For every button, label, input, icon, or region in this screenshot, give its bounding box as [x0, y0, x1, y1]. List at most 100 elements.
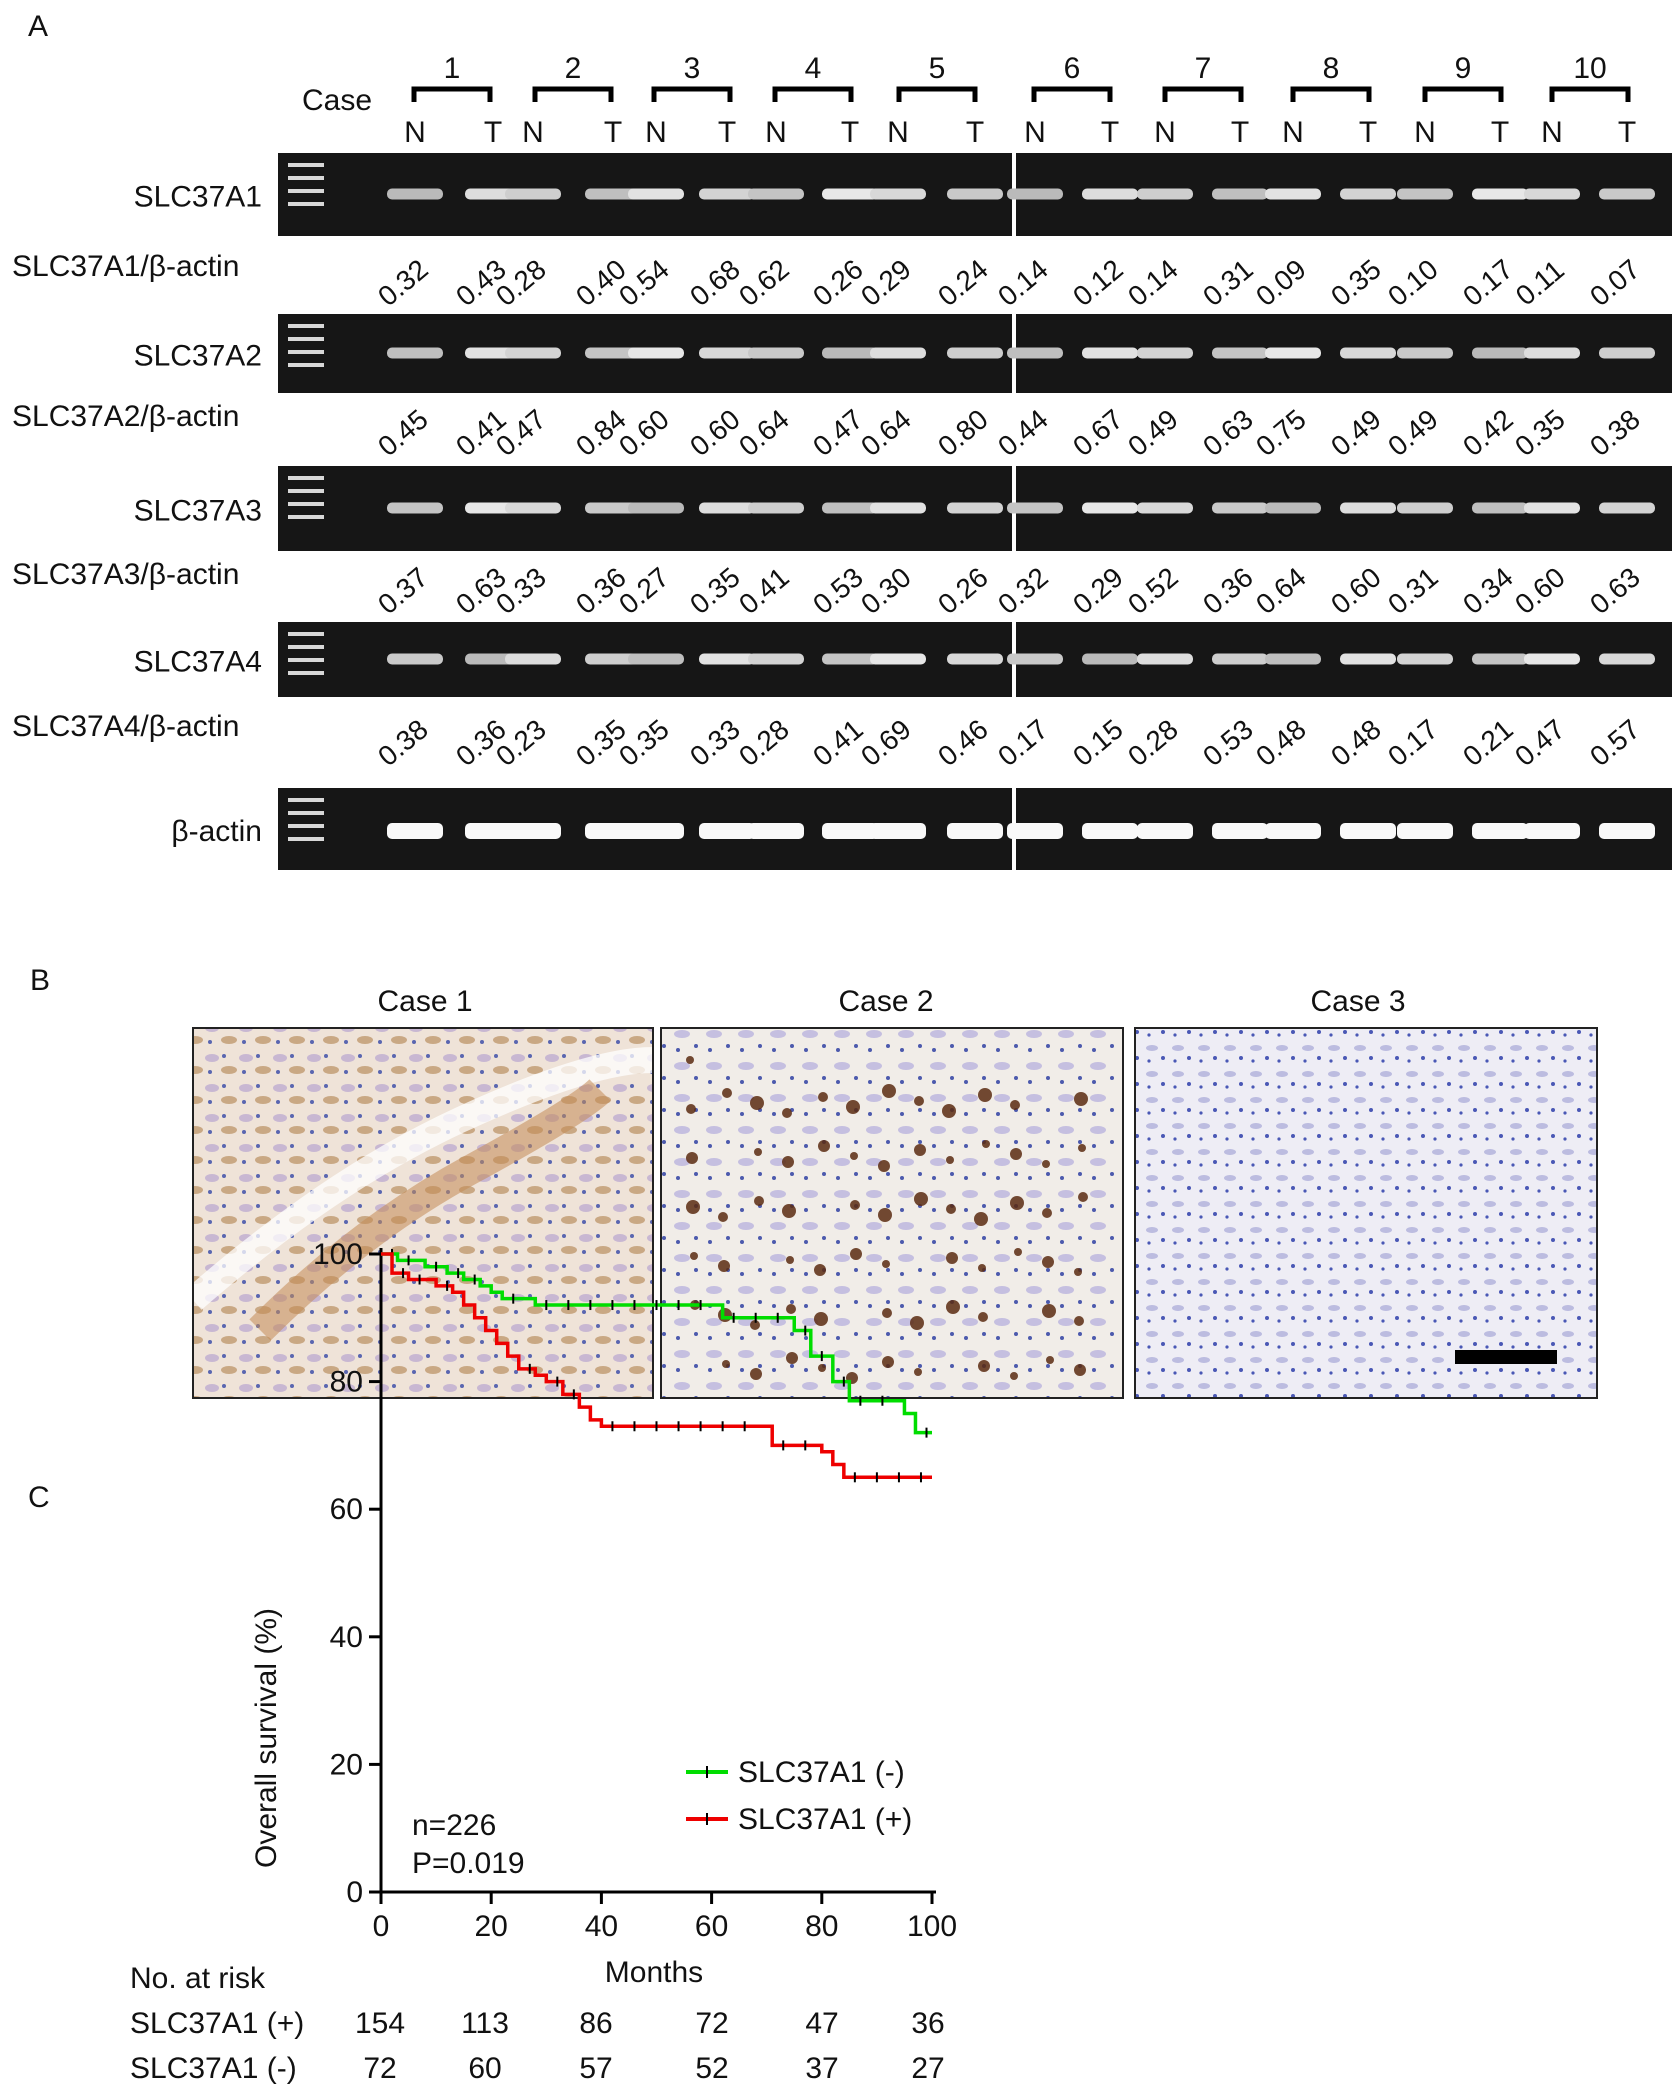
gel-band — [585, 188, 641, 200]
ratio-value: 0.60 — [1325, 561, 1387, 620]
stain-granule — [1074, 1316, 1084, 1326]
ratio-value: 0.64 — [1250, 561, 1312, 620]
ladder-band — [288, 337, 324, 341]
lane-label-n: N — [765, 116, 787, 149]
stain-granule — [878, 1160, 890, 1172]
gene-label: SLC37A1 — [134, 181, 262, 214]
case-bracket — [532, 86, 614, 102]
stain-granule — [946, 1156, 954, 1164]
ratio-value: 0.17 — [1382, 713, 1444, 772]
stain-granule — [914, 1144, 926, 1156]
gel-band — [1524, 653, 1580, 665]
ratio-value: 0.34 — [1457, 561, 1519, 620]
scale-bar — [1455, 1350, 1557, 1364]
ratio-value: 0.38 — [1584, 403, 1646, 462]
case-number: 9 — [1455, 52, 1472, 85]
stain-granule — [882, 1308, 892, 1318]
gel-band — [505, 188, 561, 200]
legend-label: SLC37A1 (-) — [738, 1756, 905, 1789]
ratio-value: 0.67 — [1067, 403, 1129, 462]
lane-label-t: T — [1491, 116, 1509, 149]
risk-value: 52 — [695, 2052, 728, 2085]
gene-label: SLC37A2 — [134, 340, 262, 373]
gel-band — [947, 653, 1003, 665]
risk-value: 154 — [355, 2007, 405, 2040]
ratio-value: 0.57 — [1584, 713, 1646, 772]
ratio-value: 0.37 — [372, 561, 434, 620]
stain-granule — [750, 1320, 760, 1330]
risk-value: 27 — [911, 2052, 944, 2085]
km-curve — [381, 1252, 932, 1480]
stain-granule — [910, 1316, 924, 1330]
stain-granule — [946, 1204, 956, 1214]
risk-value: 47 — [805, 2007, 838, 2040]
gel-band — [748, 653, 804, 665]
lane-label-n: N — [522, 116, 544, 149]
gel-band — [505, 653, 561, 665]
ratio-value: 0.47 — [807, 403, 869, 462]
ratio-value: 0.07 — [1584, 253, 1646, 312]
ladder-band — [288, 324, 324, 328]
risk-value: 86 — [579, 2007, 612, 2040]
lane-label-n: N — [645, 116, 667, 149]
gel-band — [870, 347, 926, 359]
x-tick-label: 40 — [585, 1910, 618, 1943]
ratio-value: 0.41 — [733, 561, 795, 620]
lane-label-t: T — [1101, 116, 1119, 149]
gel-band — [1397, 502, 1453, 514]
gel-band — [1007, 347, 1063, 359]
ratio-value: 0.14 — [1122, 253, 1184, 312]
ratio-value: 0.35 — [613, 713, 675, 772]
ratio-value: 0.32 — [992, 561, 1054, 620]
stain-granule — [782, 1108, 792, 1118]
risk-value: 60 — [468, 2052, 501, 2085]
case-bracket — [651, 86, 733, 102]
gel-band — [1340, 823, 1396, 839]
gel-band — [1137, 823, 1193, 839]
gel-band — [387, 347, 443, 359]
ladder-band — [288, 798, 324, 802]
ratio-value: 0.60 — [684, 403, 746, 462]
stain-granule — [754, 1196, 764, 1206]
gel-band — [628, 823, 684, 839]
gel-band — [1340, 188, 1396, 200]
gel-band — [1007, 653, 1063, 665]
ratio-value: 0.28 — [490, 253, 552, 312]
gel-band — [505, 823, 561, 839]
x-axis-label: Months — [605, 1956, 703, 1989]
case-number: 8 — [1323, 52, 1340, 85]
stain-granule — [1042, 1256, 1054, 1268]
ratio-value: 0.32 — [372, 253, 434, 312]
gel-band — [822, 653, 878, 665]
stain-granule — [914, 1192, 928, 1206]
gel-band — [1007, 823, 1063, 839]
gel-band — [387, 823, 443, 839]
risk-table: SLC37A1 (+) 154 113 86 72 47 36 SLC37A1 (-) 72 60… — [130, 2007, 945, 2085]
ladder-band — [288, 502, 324, 506]
gene-labels: SLC37A1 SLC37A2 SLC37A3 SLC37A4 β-actin — [134, 181, 262, 849]
risk-value: 113 — [461, 2007, 509, 2040]
ratio-value: 0.23 — [490, 713, 552, 772]
ratio-value: 0.63 — [1584, 561, 1646, 620]
gel-band — [947, 188, 1003, 200]
ratio-value: 0.64 — [855, 403, 917, 462]
gel-band — [1265, 502, 1321, 514]
stain-granule — [946, 1300, 960, 1314]
annotation-p: P=0.019 — [412, 1847, 525, 1880]
ratio-value: 0.29 — [1067, 561, 1129, 620]
x-tick-label: 20 — [475, 1910, 508, 1943]
case-number: 4 — [805, 52, 822, 85]
gel-band — [1524, 347, 1580, 359]
ratio-row-label: SLC37A3/β-actin — [12, 558, 239, 591]
ladder-band — [288, 837, 324, 841]
ratio-value: 0.48 — [1325, 713, 1387, 772]
stain-granule — [974, 1212, 988, 1226]
lane-label-n: N — [1414, 116, 1436, 149]
ratio-value: 0.35 — [1509, 403, 1571, 462]
stain-granule — [722, 1088, 732, 1098]
stain-granule — [1074, 1092, 1088, 1106]
gel-band — [1265, 823, 1321, 839]
stain-granule — [686, 1152, 698, 1164]
gel-band — [1340, 347, 1396, 359]
